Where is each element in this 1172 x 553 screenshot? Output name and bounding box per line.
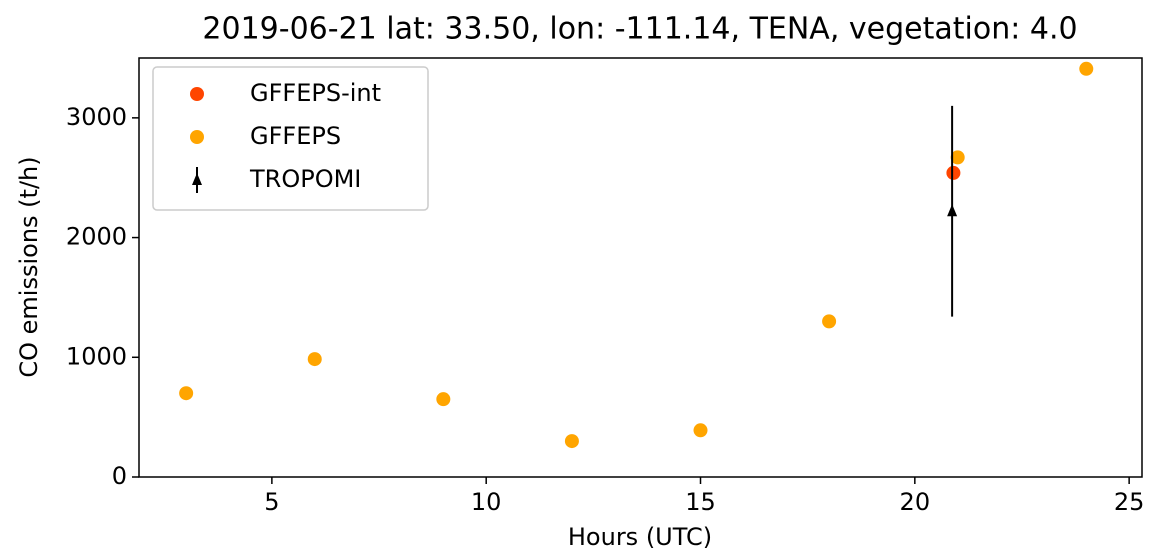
point: [564, 434, 579, 449]
x-tick-label: 15: [685, 488, 716, 516]
point: [950, 150, 965, 165]
y-tick-label: 2000: [66, 223, 127, 251]
legend-label: TROPOMI: [249, 165, 361, 193]
point: [1079, 61, 1094, 76]
y-tick-label: 3000: [66, 103, 127, 131]
point: [179, 386, 194, 401]
legend-label: GFFEPS-int: [250, 79, 381, 107]
legend-marker: [192, 173, 202, 185]
legend-marker: [190, 130, 204, 144]
chart-title: 2019-06-21 lat: 33.50, lon: -111.14, TEN…: [202, 12, 1077, 47]
x-tick-label: 20: [900, 488, 931, 516]
legend-label: GFFEPS: [250, 122, 341, 150]
x-tick-label: 10: [471, 488, 502, 516]
y-axis-label: CO emissions (t/h): [15, 156, 43, 377]
point: [307, 352, 322, 367]
y-tick-label: 1000: [66, 342, 127, 370]
x-tick-label: 5: [264, 488, 279, 516]
legend-marker: [190, 87, 204, 101]
x-axis-label: Hours (UTC): [568, 523, 712, 551]
x-tick-label: 25: [1114, 488, 1145, 516]
point: [436, 392, 451, 407]
legend-box: [152, 66, 429, 211]
point: [693, 423, 708, 438]
plot-frame: [138, 57, 1143, 478]
point: [822, 314, 837, 329]
y-tick-label: 0: [112, 462, 127, 490]
point: [946, 165, 961, 180]
point: [947, 204, 958, 217]
